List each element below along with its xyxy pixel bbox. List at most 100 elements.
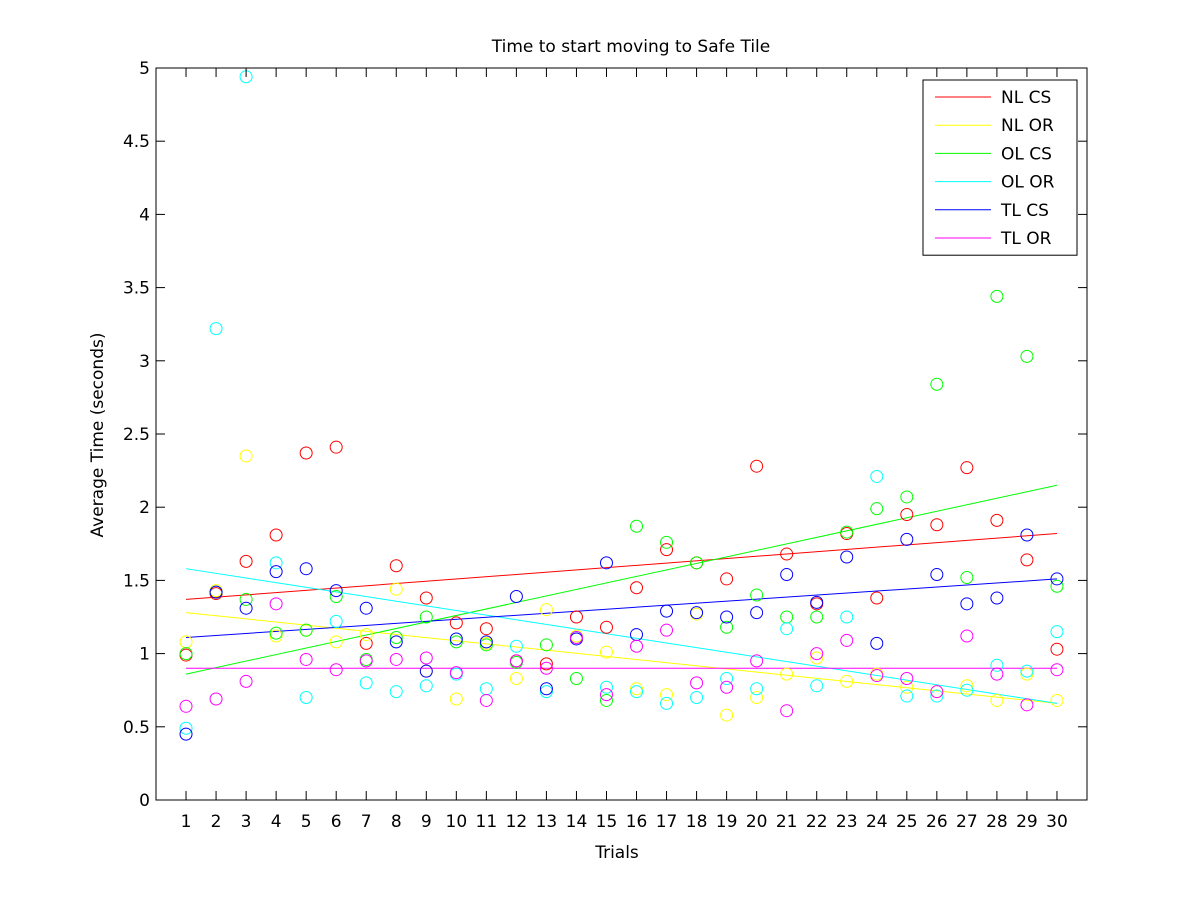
- data-point: [539, 685, 553, 699]
- data-point: [810, 651, 824, 665]
- data-point: [329, 440, 343, 454]
- data-point: [780, 622, 794, 636]
- data-point: [419, 679, 433, 693]
- data-point: [870, 591, 884, 605]
- data-point: [389, 685, 403, 699]
- legend-label: OL OR: [1001, 173, 1055, 193]
- data-point: [840, 633, 854, 647]
- data-point: [750, 654, 764, 668]
- data-point: [900, 508, 914, 522]
- data-point: [990, 693, 1004, 707]
- legend-box: [922, 79, 1078, 256]
- data-point: [960, 683, 974, 697]
- data-point: [449, 632, 463, 646]
- x-tick-label: 14: [566, 812, 588, 832]
- x-tick-label: 11: [476, 812, 498, 832]
- data-point: [599, 693, 613, 707]
- x-tick-label: 13: [536, 812, 558, 832]
- x-tick-label: 8: [391, 812, 402, 832]
- data-point: [479, 635, 493, 649]
- data-point: [239, 554, 253, 568]
- data-point: [720, 680, 734, 694]
- data-point: [299, 446, 313, 460]
- data-point: [930, 568, 944, 582]
- data-point: [720, 620, 734, 634]
- x-tick-label: 1: [181, 812, 192, 832]
- data-point: [269, 556, 283, 570]
- data-point: [720, 610, 734, 624]
- data-point: [690, 676, 704, 690]
- data-point: [449, 666, 463, 680]
- y-tick-label: 4.5: [123, 132, 150, 152]
- x-tick-label: 25: [896, 812, 918, 832]
- data-point: [239, 674, 253, 688]
- data-point: [780, 704, 794, 718]
- data-point: [509, 654, 523, 668]
- data-point: [840, 674, 854, 688]
- data-point: [1050, 693, 1064, 707]
- data-point: [329, 584, 343, 598]
- y-tick-label: 0: [139, 791, 150, 811]
- data-point: [449, 635, 463, 649]
- legend-label: NL OR: [1001, 116, 1054, 136]
- data-point: [990, 289, 1004, 303]
- data-point: [960, 629, 974, 643]
- y-tick-label: 2: [139, 498, 150, 518]
- data-point: [389, 630, 403, 644]
- data-point: [359, 676, 373, 690]
- chart-title: Time to start moving to Safe Tile: [491, 37, 770, 57]
- data-point: [990, 658, 1004, 672]
- data-point: [960, 570, 974, 584]
- data-point: [930, 689, 944, 703]
- data-point: [569, 630, 583, 644]
- plot-area: [179, 70, 1064, 741]
- data-point: [209, 692, 223, 706]
- data-point: [840, 525, 854, 539]
- data-point: [810, 610, 824, 624]
- x-tick-label: 26: [926, 812, 948, 832]
- data-point: [359, 601, 373, 615]
- x-tick-label: 29: [1016, 812, 1038, 832]
- data-point: [870, 502, 884, 516]
- data-point: [660, 535, 674, 549]
- data-point: [269, 597, 283, 611]
- data-point: [479, 638, 493, 652]
- data-point: [389, 582, 403, 596]
- data-point: [630, 682, 644, 696]
- data-point: [720, 671, 734, 685]
- data-point: [780, 547, 794, 561]
- data-point: [539, 638, 553, 652]
- data-point: [419, 651, 433, 665]
- data-point: [239, 601, 253, 615]
- x-tick-label: 22: [806, 812, 828, 832]
- legend: NL CS NL OR OL CS OL OR TL CS TL OR: [922, 79, 1078, 256]
- data-point: [509, 639, 523, 653]
- x-tick-label: 20: [746, 812, 768, 832]
- data-point: [179, 699, 193, 713]
- legend-label: NL CS: [1001, 88, 1051, 108]
- data-point: [419, 610, 433, 624]
- legend-label: TL OR: [1000, 229, 1052, 249]
- data-point: [539, 682, 553, 696]
- data-point: [750, 682, 764, 696]
- x-tick-label: 7: [361, 812, 372, 832]
- data-point: [179, 721, 193, 735]
- data-point: [960, 679, 974, 693]
- data-point: [660, 604, 674, 618]
- data-point: [509, 671, 523, 685]
- data-point: [1020, 349, 1034, 363]
- data-point: [359, 628, 373, 642]
- data-point: [479, 693, 493, 707]
- data-point: [539, 603, 553, 617]
- data-point: [990, 591, 1004, 605]
- data-point: [990, 513, 1004, 527]
- data-point: [900, 671, 914, 685]
- data-point: [389, 652, 403, 666]
- y-tick-label: 0.5: [123, 718, 150, 738]
- x-tick-label: 2: [211, 812, 222, 832]
- data-point: [299, 562, 313, 576]
- data-point: [539, 657, 553, 671]
- data-point: [870, 669, 884, 683]
- data-point: [720, 708, 734, 722]
